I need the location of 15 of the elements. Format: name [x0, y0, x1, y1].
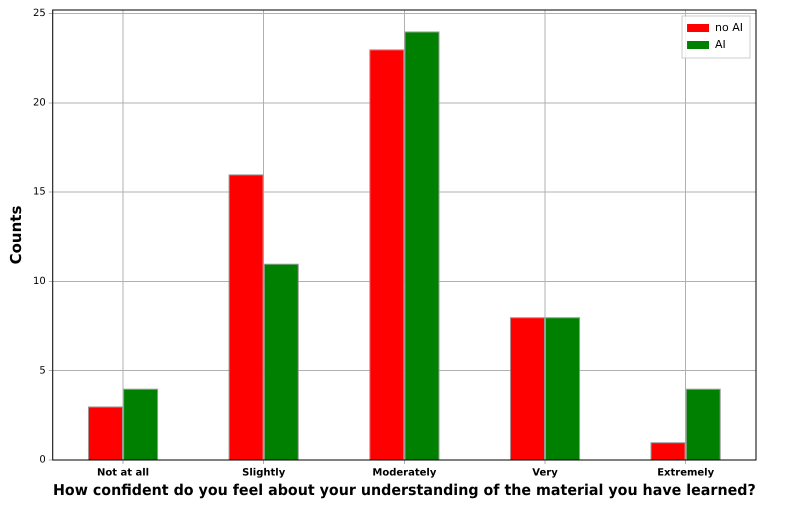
- y-tick-label: 10: [32, 276, 46, 288]
- y-tick-label: 25: [32, 8, 46, 20]
- y-tick-label: 15: [32, 186, 46, 198]
- y-tick-label: 20: [32, 97, 46, 108]
- x-tick-label: Very: [532, 468, 558, 479]
- x-tick-label: Moderately: [372, 468, 437, 479]
- x-tick-label: Slightly: [242, 468, 286, 479]
- y-tick-label: 0: [39, 454, 46, 466]
- x-tick-label: Not at all: [96, 468, 150, 479]
- legend-label: AI: [715, 38, 726, 51]
- y-tick-label: 5: [39, 365, 46, 376]
- legend-label: no AI: [715, 20, 743, 34]
- x-tick-label: Extremely: [657, 468, 715, 479]
- x-axis-title: How confident do you feel about your understanding of the material you have learned?: [52, 482, 756, 499]
- y-axis-title: Counts: [6, 206, 25, 264]
